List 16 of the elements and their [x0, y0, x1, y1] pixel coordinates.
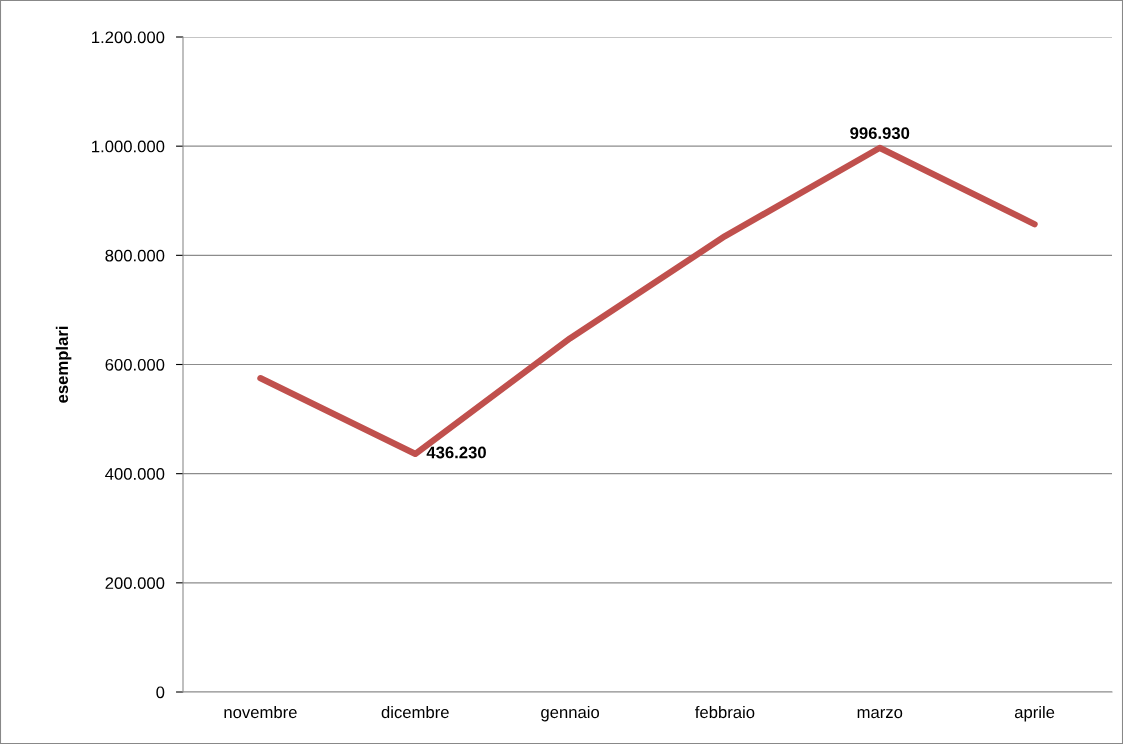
y-tick-label: 800.000 [105, 249, 165, 262]
data-label: 996.930 [850, 127, 910, 140]
x-tick-label: marzo [857, 709, 903, 719]
x-tick-label: aprile [1014, 705, 1055, 722]
y-tick-label: 1.200.000 [92, 31, 165, 44]
y-tick-label: 400.000 [105, 468, 165, 480]
y-tick-label: 1.000.000 [92, 140, 165, 153]
data-label: 436.230 [426, 446, 486, 459]
x-tick-label: dicembre [381, 705, 449, 719]
y-tick-label: 200.000 [105, 577, 165, 590]
x-tick-label: gennaio [541, 705, 600, 722]
y-tick-label: 0 [156, 686, 165, 699]
y-tick-label: 600.000 [105, 358, 165, 371]
x-tick-label: novembre [224, 705, 297, 719]
y-axis-title: esemplari [55, 326, 72, 403]
x-tick-label: febbraio [695, 705, 755, 719]
